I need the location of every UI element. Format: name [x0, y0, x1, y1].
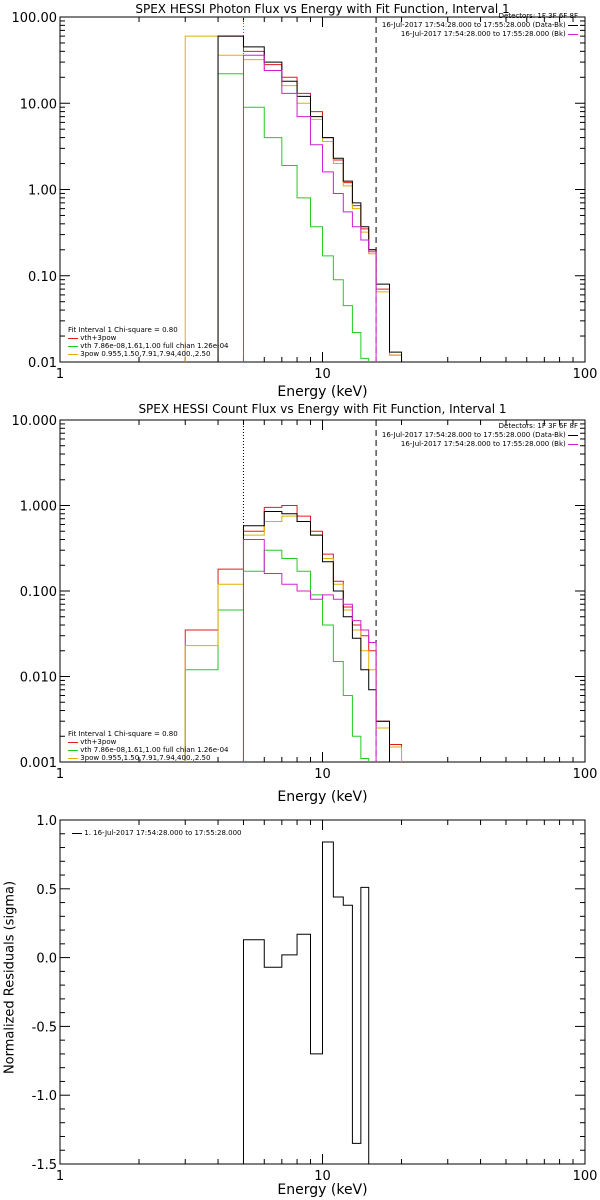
legend-top-1: Detectors: 1F 3F 6F 8F 16-Jul-2017 17:54…: [382, 12, 578, 39]
legend-swatch: [68, 337, 78, 339]
legend-detectors: Detectors: 1F 3F 6F 8F: [498, 422, 578, 430]
x-tick-label: 100: [573, 767, 598, 782]
legend-swatch: [68, 749, 78, 751]
y-tick-label: 0.001: [20, 756, 57, 771]
legend-header: Fit Interval 1 Chi-square = 0.80: [68, 326, 178, 334]
legend-item: 16-Jul-2017 17:54:28.000 to 17:55:28.000…: [382, 440, 578, 449]
y-tick-label: 0.01: [28, 356, 57, 371]
legend-swatch: [568, 33, 578, 35]
legend-top-2: Detectors: 1F 3F 6F 8F 16-Jul-2017 17:54…: [382, 422, 578, 449]
legend-item-label: 3pow 0.955,1.50,7.91,7.94,400.,2.50: [80, 754, 211, 762]
legend-item-label: 16-Jul-2017 17:54:28.000 to 17:55:28.000…: [381, 21, 566, 29]
legend-item: vth+3pow: [68, 738, 228, 746]
legend-swatch: [568, 434, 578, 436]
y-tick-label: 0.0: [36, 952, 57, 967]
y-tick-label: 10.00: [20, 97, 57, 112]
series-3pow: [184, 515, 403, 762]
legend-item: 3pow 0.955,1.50,7.91,7.94,400.,2.50: [68, 754, 228, 762]
legend-item-label: vth 7.86e-08,1.61,1.00 full chian 1.26e-…: [80, 342, 229, 350]
panel-2-xlabel: Energy (keV): [277, 789, 368, 805]
y-tick-label: -1.0: [32, 1089, 57, 1104]
legend-swatch: [68, 757, 78, 759]
legend-swatch: [68, 345, 78, 347]
series-magenta: [242, 54, 377, 362]
y-tick-label: 0.5: [36, 883, 57, 898]
y-tick-label: -0.5: [32, 1020, 57, 1035]
y-tick-label: 1.000: [20, 500, 57, 515]
legend-header: Fit Interval 1 Chi-square = 0.80: [68, 730, 178, 738]
x-tick-label: 10: [314, 1169, 331, 1184]
x-tick-label: 10: [314, 767, 331, 782]
y-tick-label: 0.100: [20, 585, 57, 600]
panel-1-xlabel: Energy (keV): [277, 384, 368, 400]
legend-item-label: vth+3pow: [80, 738, 117, 746]
panel-2-title: SPEX HESSI Count Flux vs Energy with Fit…: [138, 402, 507, 416]
panel-3-xlabel: Energy (keV): [277, 1182, 368, 1198]
residuals-chart: 1 10 100 -1.5 -1.0 -0.5 0.0 0.5 1.0: [32, 814, 598, 1184]
x-tick-label: 1: [56, 1169, 64, 1184]
legend-item: 16-Jul-2017 17:54:28.000 to 17:55:28.000…: [382, 21, 578, 30]
panel-residuals: 1 10 100 -1.5 -1.0 -0.5 0.0 0.5 1.0 Energy (keV)…: [0, 810, 600, 1200]
legend-item: vth 7.86e-08,1.61,1.00 full chian 1.26e-…: [68, 342, 228, 350]
y-tick-label: 0.10: [28, 270, 57, 285]
y-tick-label: -1.5: [32, 1158, 57, 1173]
panel-1-title: SPEX HESSI Photon Flux vs Energy with Fi…: [135, 2, 510, 16]
count-flux-chart: 1 10 100 0.001 0.010 0.100 1.000 10.000: [12, 414, 598, 782]
series-magenta: [242, 539, 377, 762]
legend-item-label: 1. 16-Jul-2017 17:54:28.000 to 17:55:28.…: [84, 829, 242, 837]
x-tick-label: 100: [573, 367, 598, 382]
legend-swatch: [568, 24, 578, 26]
legend-item-label: vth+3pow: [80, 334, 117, 342]
y-tick-label: 1.00: [28, 184, 57, 199]
series-1.: [242, 841, 370, 1164]
legend-detectors: Detectors: 1F 3F 6F 8F: [498, 12, 578, 20]
legend-item: vth 7.86e-08,1.61,1.00 full chian 1.26e-…: [68, 746, 228, 754]
panel-3-ylabel: Normalized Residuals (sigma): [2, 880, 18, 1075]
series-black: [217, 35, 403, 362]
y-tick-label: 100.00: [12, 11, 58, 26]
x-tick-label: 10: [314, 367, 331, 382]
legend-item: 3pow 0.955,1.50,7.91,7.94,400.,2.50: [68, 350, 228, 358]
panel-count-flux: 1 10 100 0.001 0.010 0.100 1.000 10.000 SPEX HE…: [0, 400, 600, 810]
legend-item: vth+3pow: [68, 334, 228, 342]
legend-item-label: 16-Jul-2017 17:54:28.000 to 17:55:28.000…: [400, 440, 566, 448]
series-black: [242, 511, 391, 762]
panel-photon-flux: 1 10 100 0.01 0.10 1.00 10.00 100.00 SPEX HESSI…: [0, 0, 600, 400]
legend-item-label: 3pow 0.955,1.50,7.91,7.94,400.,2.50: [80, 350, 211, 358]
x-tick-label: 1: [56, 367, 64, 382]
legend-swatch: [568, 443, 578, 445]
y-tick-label: 1.0: [36, 814, 57, 829]
x-tick-label: 100: [573, 1169, 598, 1184]
series-3pow: [184, 35, 403, 362]
series-vth+3pow: [184, 505, 403, 762]
legend-item: 16-Jul-2017 17:54:28.000 to 17:55:28.000…: [382, 30, 578, 39]
legend-item: 16-Jul-2017 17:54:28.000 to 17:55:28.000…: [382, 431, 578, 440]
y-tick-label: 10.000: [12, 414, 58, 429]
series-vth+3pow: [217, 35, 403, 362]
photon-flux-chart: 1 10 100 0.01 0.10 1.00 10.00 100.00: [12, 11, 598, 382]
legend-bottom-1: Fit Interval 1 Chi-square = 0.80 vth+3po…: [68, 326, 228, 358]
legend-item-label: vth 7.86e-08,1.61,1.00 full chian 1.26e-…: [80, 746, 229, 754]
legend-swatch: [72, 832, 82, 834]
legend-item-label: 16-Jul-2017 17:54:28.000 to 17:55:28.000…: [400, 30, 566, 38]
y-tick-label: 0.010: [20, 671, 57, 686]
legend-swatch: [68, 741, 78, 743]
legend-item-label: 16-Jul-2017 17:54:28.000 to 17:55:28.000…: [381, 431, 566, 439]
x-tick-label: 1: [56, 767, 64, 782]
legend-residuals: 1. 16-Jul-2017 17:54:28.000 to 17:55:28.…: [72, 829, 242, 837]
plot-frame: [59, 419, 586, 763]
legend-swatch: [68, 353, 78, 355]
plot-frame: [59, 16, 586, 363]
legend-bottom-2: Fit Interval 1 Chi-square = 0.80 vth+3po…: [68, 730, 228, 762]
series-vth: [217, 73, 370, 362]
